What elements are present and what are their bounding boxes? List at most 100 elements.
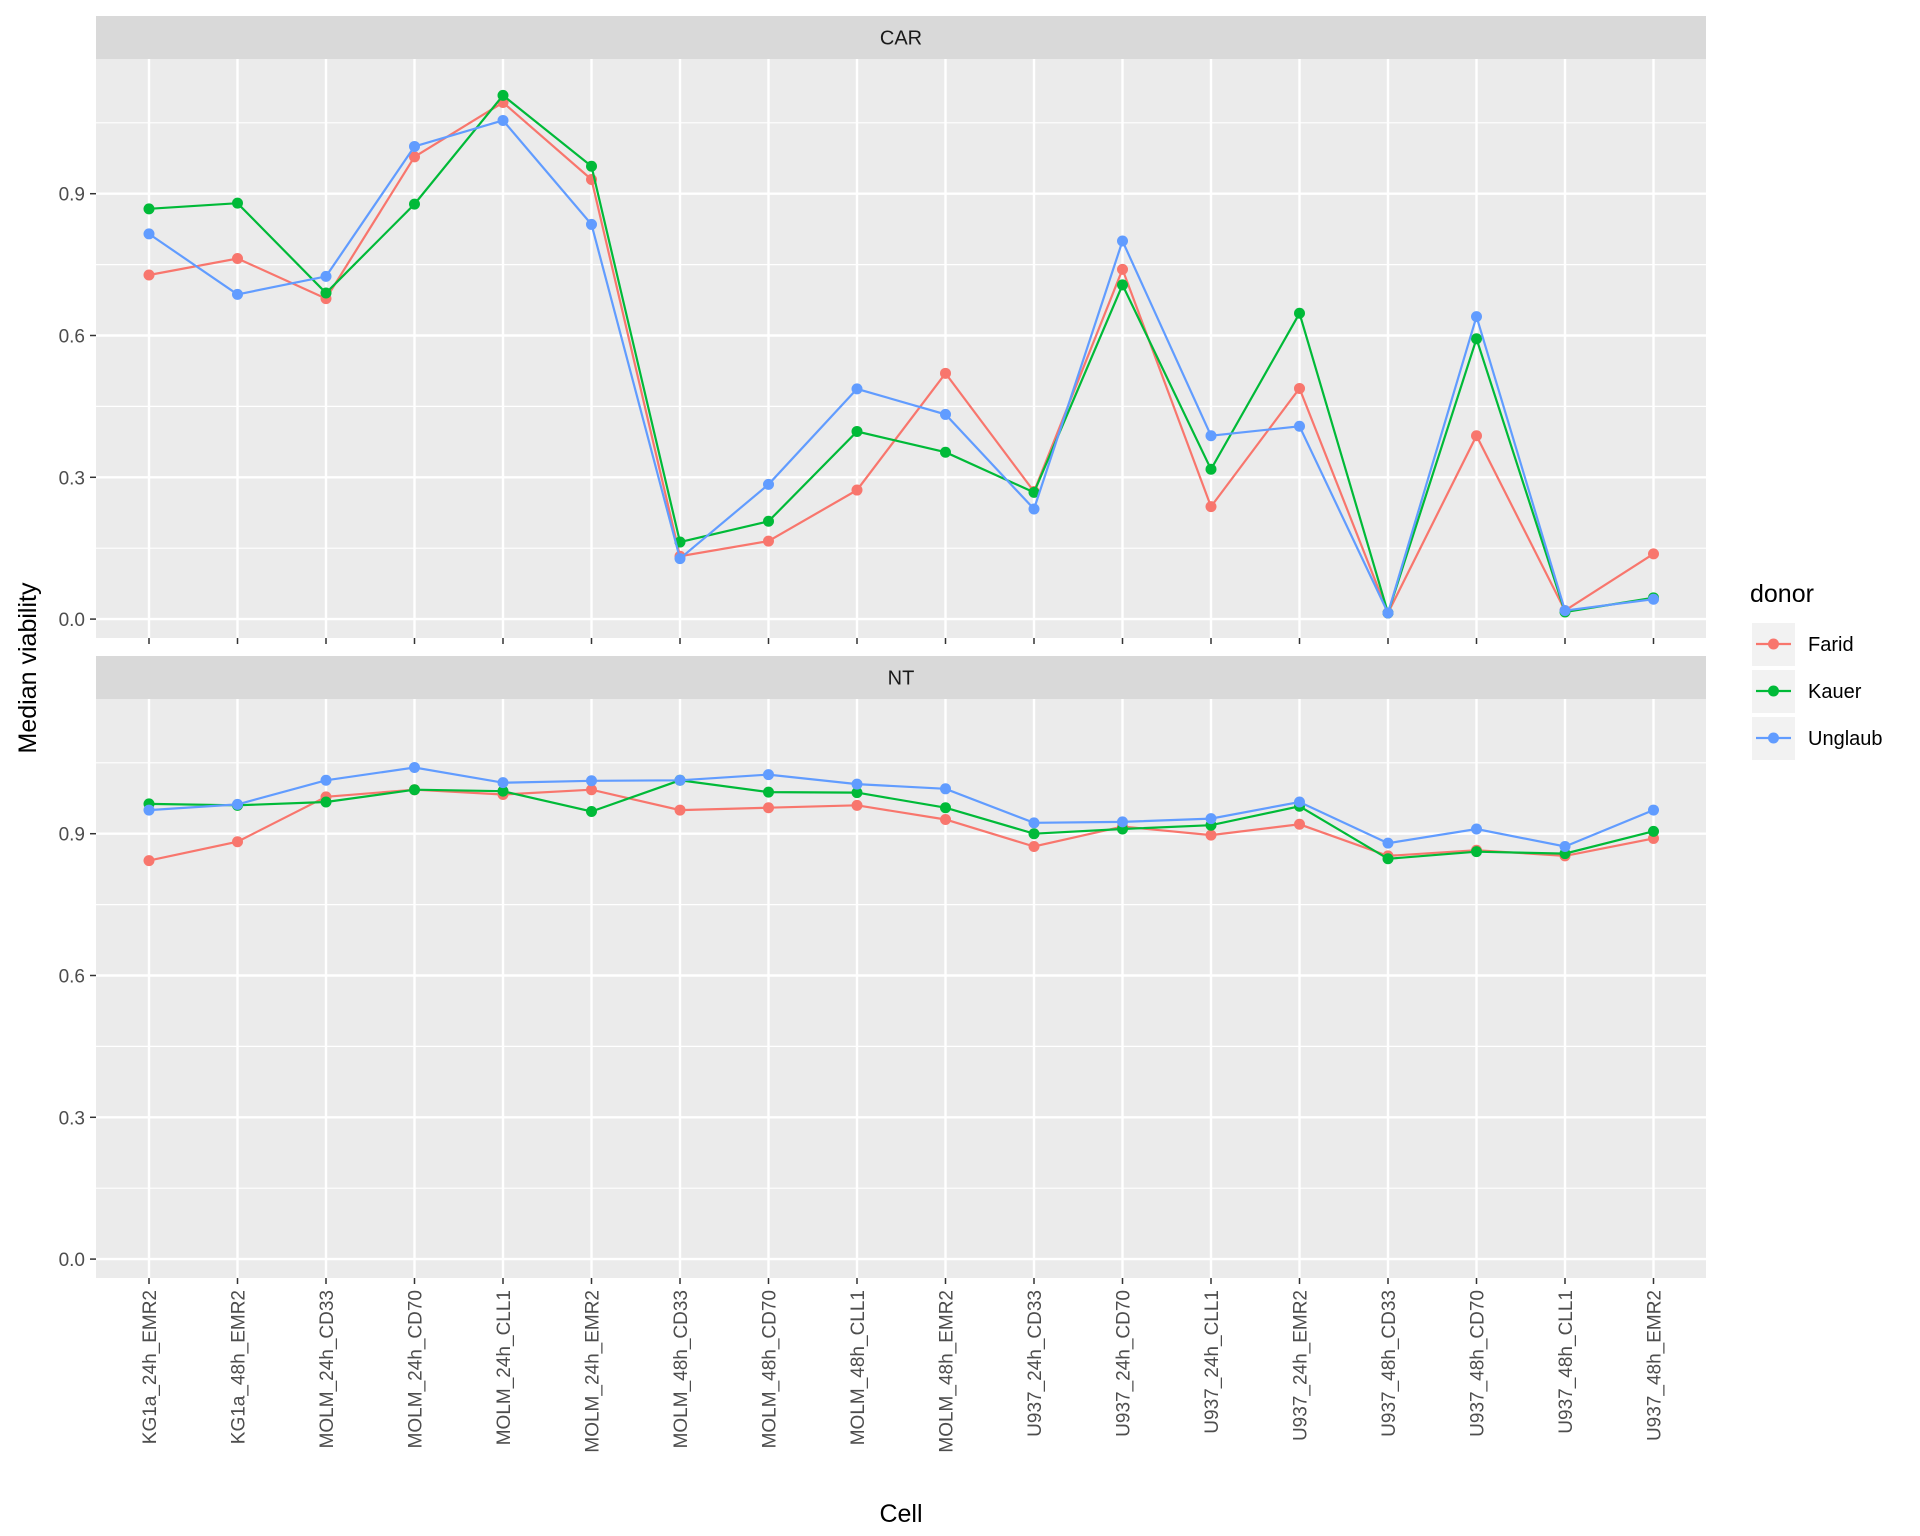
data-point-unglaub: [1294, 420, 1305, 432]
data-point-kauer: [497, 785, 509, 797]
data-point-unglaub: [1559, 840, 1571, 852]
x-tick-label: MOLM_24h_CLL1: [494, 1290, 515, 1445]
legend-key-point: [1768, 732, 1779, 744]
legend: donor Farid Kauer Unglaub: [1750, 580, 1883, 760]
data-point-unglaub: [143, 804, 155, 816]
data-point-unglaub: [497, 777, 509, 789]
facet-strip: [96, 656, 1706, 699]
x-tick-label: MOLM_48h_CLL1: [848, 1290, 869, 1445]
data-point-kauer: [763, 786, 774, 798]
x-tick-label: MOLM_24h_EMR2: [583, 1290, 604, 1453]
data-point-kauer: [143, 203, 155, 215]
data-point-kauer: [586, 805, 597, 817]
y-tick-label: 0.0: [59, 1250, 85, 1271]
data-point-kauer: [232, 197, 243, 209]
legend-title: donor: [1750, 580, 1814, 608]
data-point-kauer: [1294, 307, 1305, 319]
y-tick-label: 0.6: [59, 967, 85, 988]
data-point-kauer: [1382, 853, 1394, 865]
data-point-unglaub: [1028, 817, 1040, 829]
x-tick-label: U937_48h_CLL1: [1556, 1290, 1577, 1434]
data-point-farid: [851, 484, 863, 496]
data-point-farid: [232, 252, 243, 264]
data-point-unglaub: [1294, 796, 1305, 808]
data-point-kauer: [320, 796, 332, 808]
data-point-kauer: [1205, 463, 1217, 475]
data-point-unglaub: [763, 769, 774, 781]
data-point-farid: [586, 784, 597, 796]
data-point-unglaub: [940, 783, 951, 795]
legend-key-point: [1768, 685, 1779, 697]
data-point-unglaub: [1205, 430, 1217, 442]
data-point-kauer: [940, 446, 951, 458]
data-point-unglaub: [586, 218, 597, 230]
x-tick-label: MOLM_48h_EMR2: [937, 1290, 958, 1453]
panel-nt: NT 0.0 0.3 0.6 0.9: [59, 656, 1706, 1278]
data-point-farid: [1471, 430, 1482, 442]
x-tick-label: U937_24h_CLL1: [1202, 1290, 1223, 1434]
x-tick-label: U937_48h_CD70: [1468, 1290, 1489, 1437]
data-point-farid: [1294, 818, 1305, 830]
y-tick-label: 0.9: [59, 185, 85, 206]
data-point-kauer: [1028, 486, 1040, 498]
data-point-unglaub: [320, 270, 332, 282]
data-point-farid: [1294, 382, 1305, 394]
x-tick-label: U937_24h_EMR2: [1291, 1290, 1312, 1441]
y-tick-label: 0.3: [59, 1108, 85, 1129]
data-point-farid: [1205, 501, 1217, 513]
facet-strip-label: NT: [888, 668, 915, 690]
x-tick-label: U937_48h_EMR2: [1645, 1290, 1666, 1441]
data-point-farid: [409, 151, 420, 163]
data-point-unglaub: [1028, 503, 1040, 515]
data-point-unglaub: [1382, 837, 1394, 849]
data-point-unglaub: [851, 778, 863, 790]
data-point-farid: [232, 836, 243, 848]
data-point-kauer: [409, 784, 420, 796]
data-point-unglaub: [143, 228, 155, 240]
data-point-unglaub: [1117, 235, 1128, 247]
x-tick-label: MOLM_24h_CD70: [406, 1290, 427, 1448]
legend-key-point: [1768, 638, 1779, 650]
data-point-unglaub: [586, 775, 597, 787]
panel-background: [96, 699, 1706, 1278]
data-point-unglaub: [674, 553, 686, 565]
data-point-unglaub: [763, 478, 774, 490]
series-line-unglaub: [148, 766, 1654, 848]
data-point-farid: [674, 804, 686, 816]
panel-car: CAR 0.0 0.3 0.6 0.9: [59, 16, 1706, 638]
data-point-unglaub: [1559, 605, 1571, 617]
data-point-unglaub: [1382, 607, 1394, 619]
x-tick-label: MOLM_48h_CD33: [671, 1290, 692, 1448]
legend-label-kauer: Kauer: [1808, 681, 1862, 703]
x-axis-title: Cell: [879, 1500, 922, 1528]
data-point-farid: [763, 802, 774, 814]
data-point-farid: [143, 855, 155, 867]
data-point-kauer: [409, 198, 420, 210]
legend-label-unglaub: Unglaub: [1808, 728, 1883, 750]
data-point-unglaub: [1117, 816, 1128, 828]
data-point-farid: [143, 269, 155, 281]
data-point-kauer: [1117, 279, 1128, 291]
data-point-unglaub: [320, 774, 332, 786]
data-point-unglaub: [232, 288, 243, 300]
data-point-unglaub: [940, 408, 951, 420]
series-line-farid: [148, 101, 1655, 616]
data-point-kauer: [1471, 846, 1482, 858]
y-axis-title: Median viability: [14, 582, 42, 753]
data-point-kauer: [1648, 825, 1659, 837]
x-tick-label: U937_24h_CD70: [1114, 1290, 1135, 1437]
data-point-kauer: [1471, 333, 1482, 345]
data-point-farid: [1028, 840, 1040, 852]
y-tick-label: 0.9: [59, 825, 85, 846]
x-tick-label: MOLM_24h_CD33: [317, 1290, 338, 1448]
data-point-kauer: [586, 160, 597, 172]
series-line-kauer: [148, 779, 1654, 860]
facet-strip-label: CAR: [880, 28, 922, 50]
data-point-unglaub: [1648, 804, 1659, 816]
y-tick-label: 0.0: [59, 610, 85, 631]
data-point-kauer: [763, 515, 774, 527]
data-point-kauer: [320, 287, 332, 299]
data-point-unglaub: [409, 762, 420, 774]
y-tick-label: 0.6: [59, 327, 85, 348]
